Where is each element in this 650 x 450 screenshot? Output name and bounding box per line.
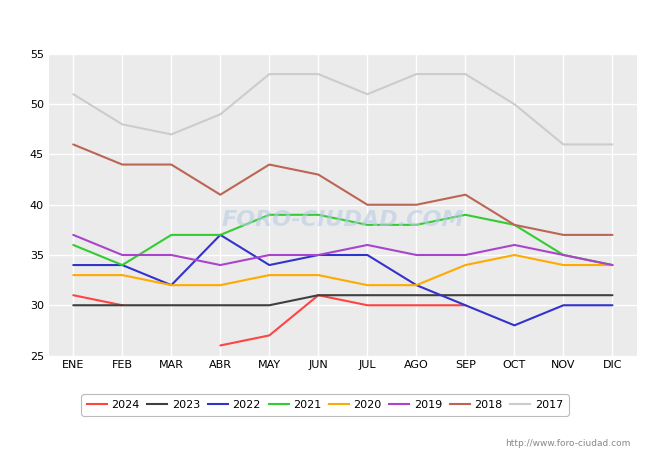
Text: FORO-CIUDAD.COM: FORO-CIUDAD.COM <box>222 210 464 230</box>
Text: Afiliados en Magaz de Cepeda a 30/9/2024: Afiliados en Magaz de Cepeda a 30/9/2024 <box>148 11 502 29</box>
Text: http://www.foro-ciudad.com: http://www.foro-ciudad.com <box>505 439 630 448</box>
Legend: 2024, 2023, 2022, 2021, 2020, 2019, 2018, 2017: 2024, 2023, 2022, 2021, 2020, 2019, 2018… <box>81 395 569 415</box>
